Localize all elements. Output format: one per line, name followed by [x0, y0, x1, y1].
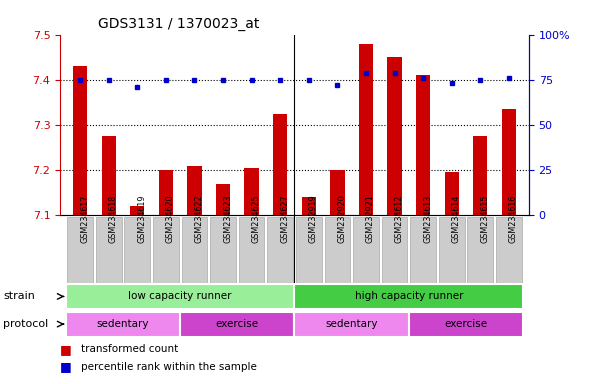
Text: low capacity runner: low capacity runner: [129, 291, 232, 301]
Text: GSM232921: GSM232921: [366, 194, 375, 243]
FancyBboxPatch shape: [294, 312, 409, 336]
FancyBboxPatch shape: [496, 217, 522, 283]
Bar: [359, 44, 373, 215]
Text: percentile rank within the sample: percentile rank within the sample: [81, 362, 257, 372]
Text: GSM234619: GSM234619: [137, 195, 146, 243]
FancyBboxPatch shape: [153, 217, 178, 283]
FancyBboxPatch shape: [180, 312, 294, 336]
FancyBboxPatch shape: [409, 312, 523, 336]
FancyBboxPatch shape: [210, 217, 236, 283]
Text: GSM234615: GSM234615: [480, 195, 489, 243]
Bar: [130, 206, 144, 215]
FancyBboxPatch shape: [66, 312, 180, 336]
FancyBboxPatch shape: [267, 217, 293, 283]
Text: ■: ■: [60, 360, 72, 373]
FancyBboxPatch shape: [382, 217, 407, 283]
FancyBboxPatch shape: [182, 217, 207, 283]
Text: GSM234613: GSM234613: [423, 195, 432, 243]
Text: GSM234614: GSM234614: [452, 195, 461, 243]
Bar: [502, 109, 516, 215]
Bar: [159, 170, 173, 215]
Text: GSM234616: GSM234616: [509, 195, 518, 243]
Bar: [216, 184, 230, 215]
FancyBboxPatch shape: [410, 217, 436, 283]
Bar: [388, 57, 401, 215]
Text: transformed count: transformed count: [81, 344, 178, 354]
Bar: [73, 66, 87, 215]
Bar: [473, 136, 487, 215]
Bar: [245, 168, 259, 215]
Text: protocol: protocol: [3, 319, 48, 329]
FancyBboxPatch shape: [353, 217, 379, 283]
Text: GSM234623: GSM234623: [223, 195, 232, 243]
Text: sedentary: sedentary: [97, 319, 149, 329]
FancyBboxPatch shape: [325, 217, 350, 283]
Text: GSM232920: GSM232920: [337, 194, 346, 243]
Text: GSM232919: GSM232919: [309, 194, 318, 243]
Text: GSM234625: GSM234625: [252, 194, 261, 243]
Bar: [330, 170, 344, 215]
Bar: [416, 75, 430, 215]
Text: GSM234618: GSM234618: [109, 195, 118, 243]
Text: GDS3131 / 1370023_at: GDS3131 / 1370023_at: [97, 17, 259, 31]
FancyBboxPatch shape: [239, 217, 264, 283]
Text: GSM234617: GSM234617: [80, 195, 89, 243]
Text: high capacity runner: high capacity runner: [355, 291, 463, 301]
Bar: [102, 136, 116, 215]
FancyBboxPatch shape: [439, 217, 465, 283]
FancyBboxPatch shape: [96, 217, 121, 283]
Text: strain: strain: [3, 291, 35, 301]
FancyBboxPatch shape: [124, 217, 150, 283]
Text: GSM234627: GSM234627: [280, 194, 289, 243]
Text: exercise: exercise: [444, 319, 487, 329]
Bar: [188, 166, 201, 215]
Bar: [273, 114, 287, 215]
FancyBboxPatch shape: [67, 217, 93, 283]
Bar: [302, 197, 316, 215]
Text: ■: ■: [60, 343, 72, 356]
Text: exercise: exercise: [216, 319, 259, 329]
FancyBboxPatch shape: [296, 217, 322, 283]
Text: GSM234612: GSM234612: [394, 195, 403, 243]
Text: sedentary: sedentary: [325, 319, 378, 329]
FancyBboxPatch shape: [468, 217, 493, 283]
Text: GSM234620: GSM234620: [166, 195, 175, 243]
Text: GSM234622: GSM234622: [195, 194, 204, 243]
FancyBboxPatch shape: [66, 284, 294, 309]
FancyBboxPatch shape: [294, 284, 523, 309]
Bar: [445, 172, 459, 215]
